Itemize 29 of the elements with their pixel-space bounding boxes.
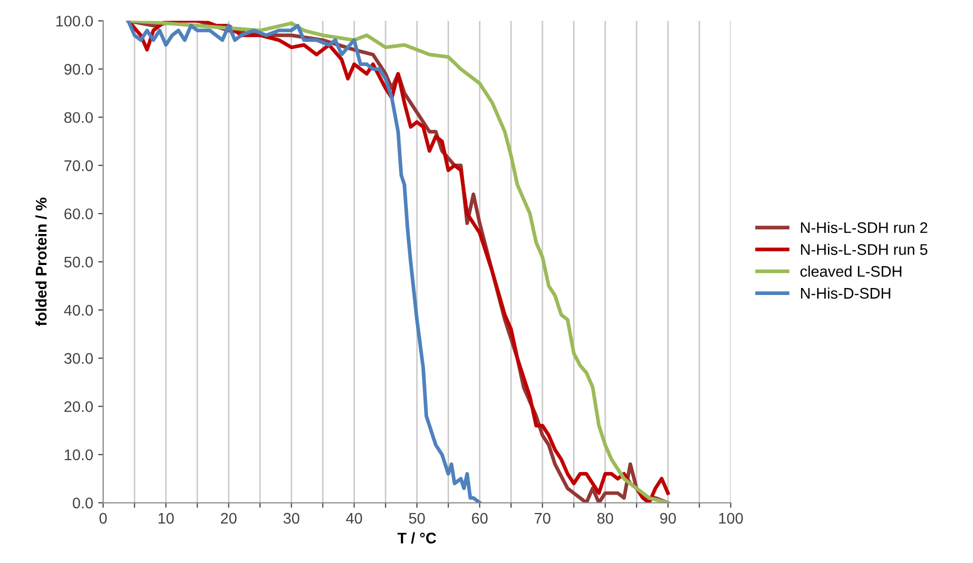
x-tick-label: 100: [719, 512, 743, 524]
x-tick-label: 20: [220, 512, 237, 524]
y-tick-label: 50.0: [64, 256, 93, 268]
x-tick-label: 70: [534, 512, 550, 524]
x-axis-title: T / °C: [398, 532, 436, 544]
y-tick-label: 30.0: [64, 353, 93, 364]
x-tick-label: 0: [99, 512, 107, 524]
x-tick-label: 90: [660, 512, 676, 524]
y-tick-label: 10.0: [64, 449, 93, 460]
y-tick-label: 20.0: [64, 401, 93, 412]
y-tick-label: 70.0: [64, 160, 93, 172]
x-tick-label: 80: [597, 512, 614, 524]
x-tick-label: 10: [158, 512, 174, 524]
y-tick-label: 40.0: [64, 304, 93, 316]
x-tick-label: 30: [284, 512, 300, 524]
x-tick-label: 60: [472, 512, 488, 524]
y-tick-label: 90.0: [64, 64, 93, 75]
legend-label: N-His-D-SDH: [801, 287, 890, 299]
line-series: [126, 20, 482, 503]
legend-label: N-His-L-SDH run 2: [801, 222, 928, 234]
legend-label: cleaved L-SDH: [800, 266, 902, 277]
x-tick-label: 50: [409, 512, 425, 524]
y-tick-label: 60.0: [64, 208, 93, 220]
y-tick-label: 80.0: [64, 112, 93, 123]
x-tick-label: 40: [346, 512, 362, 524]
y-tick-label: 0.0: [72, 498, 93, 508]
y-axis-title: folded Protein / %: [35, 198, 47, 326]
legend-label: N-His-L-SDH run 5: [801, 244, 928, 255]
y-tick-label: 100.0: [56, 16, 93, 27]
